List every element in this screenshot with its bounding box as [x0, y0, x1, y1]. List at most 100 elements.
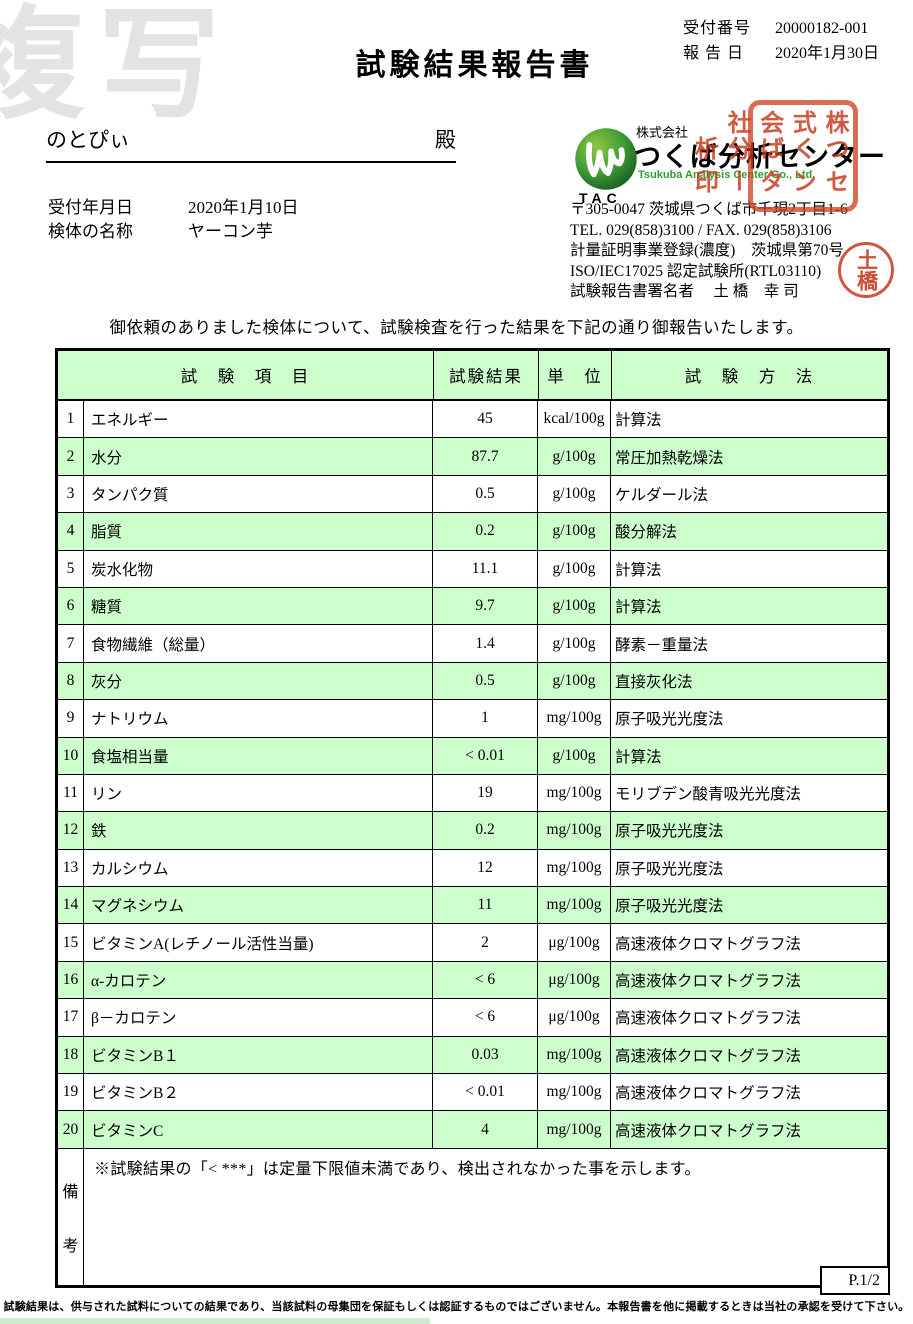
table-row: 4 脂質 0.2 g/100g 酸分解法 [58, 513, 887, 551]
test-unit: μg/100g [538, 961, 611, 999]
table-row: 16 α-カロテン < 6 μg/100g 高速液体クロマトグラフ法 [58, 961, 887, 1000]
test-item: 食塩相当量 [84, 737, 433, 774]
test-unit: g/100g [538, 475, 611, 513]
test-result: 0.5 [433, 475, 538, 513]
sample-meta: 受付年月日 2020年1月10日 検体の名称 ヤーコン芋 [48, 196, 299, 244]
test-method: 原子吸光光度法 [615, 860, 724, 878]
test-result: 0.03 [433, 1036, 538, 1074]
table-header-row: 試 験 項 目 試験結果 単 位 試 験 方 法 [58, 351, 887, 401]
header-test-item: 試 験 項 目 [180, 367, 311, 386]
row-number: 3 [58, 475, 84, 513]
remarks-content: ※試験結果の「< ***」は定量下限値未満であり、検出されなかった事を示します。… [84, 1149, 890, 1295]
table-body: 1 エネルギー 45 kcal/100g 計算法 2 水分 87.7 g/100… [58, 401, 887, 1149]
company-registration: 計量証明事業登録(濃度) 茨城県第70号 [570, 242, 844, 259]
table-row: 15 ビタミンA(レチノール活性当量) 2 μg/100g 高速液体クロマトグラ… [58, 924, 887, 962]
test-item: 水分 [84, 438, 433, 475]
row-number: 8 [58, 662, 84, 700]
receipt-no-value: 20000182-001 [775, 20, 869, 37]
test-method: 高速液体クロマトグラフ法 [615, 1010, 802, 1028]
test-method: 計算法 [615, 748, 662, 766]
test-item: α-カロテン [84, 961, 433, 999]
company-iso: ISO/IEC17025 認定試験所(RTL03110) [570, 262, 822, 280]
report-signer: 試験報告書署名者 土 橋 幸 司 [570, 283, 799, 300]
test-item: ビタミンB１ [84, 1036, 433, 1074]
table-row: 2 水分 87.7 g/100g 常圧加熱乾燥法 [58, 438, 887, 476]
test-method: 高速液体クロマトグラフ法 [615, 1047, 802, 1065]
row-number: 12 [58, 812, 84, 849]
test-method: 原子吸光光度法 [615, 711, 724, 729]
table-row: 9 ナトリウム 1 mg/100g 原子吸光光度法 [58, 700, 887, 738]
scan-edge-artifact [0, 1318, 430, 1324]
test-result: 1 [433, 700, 538, 737]
test-item: 食物繊維（総量） [84, 625, 433, 662]
test-method: 酸分解法 [615, 524, 678, 542]
header-test-method: 試 験 方 法 [611, 351, 887, 399]
test-item: ビタミンA(レチノール活性当量) [84, 924, 433, 961]
test-item: タンパク質 [84, 475, 433, 513]
row-number: 18 [58, 1036, 84, 1074]
test-item: β－カロテン [84, 999, 433, 1036]
sample-name-value: ヤーコン芋 [188, 222, 273, 241]
receipt-info: 受付番号 20000182-001 報 告 日 2020年1月30日 [683, 16, 879, 66]
test-unit: μg/100g [538, 999, 611, 1036]
row-number: 2 [58, 438, 84, 475]
table-row: 18 ビタミンB１ 0.03 mg/100g 高速液体クロマトグラフ法 [58, 1036, 887, 1075]
test-result: < 0.01 [433, 1074, 538, 1111]
test-method: ケルダール法 [615, 486, 709, 504]
test-result: < 0.01 [433, 737, 538, 774]
test-unit: mg/100g [538, 1074, 611, 1111]
company-contact: 〒305-0047 茨城県つくば市千現2丁目1-6 TEL. 029(858)3… [570, 200, 848, 303]
test-result: 11 [433, 887, 538, 924]
test-item: リン [84, 774, 433, 812]
test-method: 原子吸光光度法 [615, 823, 724, 841]
company-name-en: Tsukuba Analysis Center Co., Ltd. [638, 169, 816, 181]
company-telfax: TEL. 029(858)3100 / FAX. 029(858)3106 [570, 221, 832, 239]
report-date-label: 報 告 日 [683, 45, 745, 62]
page-number: P.1/2 [820, 1266, 890, 1295]
test-method: 高速液体クロマトグラフ法 [615, 1122, 802, 1140]
page-title: 試験結果報告書 [355, 49, 594, 82]
table-row: 11 リン 19 mg/100g モリブデン酸青吸光光度法 [58, 774, 887, 813]
results-table: 試 験 項 目 試験結果 単 位 試 験 方 法 1 エネルギー 45 kcal… [55, 348, 890, 1295]
test-unit: g/100g [538, 662, 611, 700]
test-unit: g/100g [538, 438, 611, 475]
test-result: 87.7 [433, 438, 538, 475]
company-name: つくば分析センター [634, 142, 886, 172]
report-date-value: 2020年1月30日 [775, 45, 880, 62]
test-unit: g/100g [538, 587, 611, 625]
row-number: 19 [58, 1074, 84, 1111]
test-item: 鉄 [84, 812, 433, 849]
test-item: 脂質 [84, 513, 433, 550]
recipient-line: のとぴぃ 殿 [46, 124, 456, 163]
test-unit: kcal/100g [538, 401, 611, 438]
test-unit: mg/100g [538, 700, 611, 737]
test-method: 原子吸光光度法 [615, 898, 724, 916]
table-row: 20 ビタミンC 4 mg/100g 高速液体クロマトグラフ法 [58, 1111, 887, 1149]
test-result: < 6 [433, 961, 538, 999]
row-number: 16 [58, 961, 84, 999]
test-unit: mg/100g [538, 1036, 611, 1074]
row-number: 6 [58, 587, 84, 625]
company-address: 〒305-0047 茨城県つくば市千現2丁目1-6 [570, 201, 848, 218]
test-item: 炭水化物 [84, 550, 433, 587]
test-result: 1.4 [433, 625, 538, 662]
test-result: 9.7 [433, 587, 538, 625]
test-method: 計算法 [615, 561, 662, 579]
test-result: 19 [433, 774, 538, 812]
test-unit: mg/100g [538, 774, 611, 812]
test-method: 計算法 [615, 599, 662, 617]
copy-watermark: 複写 [0, 0, 234, 133]
row-number: 9 [58, 700, 84, 737]
test-unit: mg/100g [538, 849, 611, 887]
row-number: 20 [58, 1111, 84, 1148]
test-method: 高速液体クロマトグラフ法 [615, 935, 802, 953]
table-row: 17 β－カロテン < 6 μg/100g 高速液体クロマトグラフ法 [58, 999, 887, 1037]
test-method: モリブデン酸青吸光光度法 [615, 786, 802, 804]
table-row: 14 マグネシウム 11 mg/100g 原子吸光光度法 [58, 887, 887, 925]
row-number: 7 [58, 625, 84, 662]
reception-date-label: 受付年月日 [48, 198, 133, 217]
company-seal-icon: 株式会社 つくば分析 センター印 [691, 100, 858, 212]
row-number: 17 [58, 999, 84, 1036]
test-result: 4 [433, 1111, 538, 1148]
